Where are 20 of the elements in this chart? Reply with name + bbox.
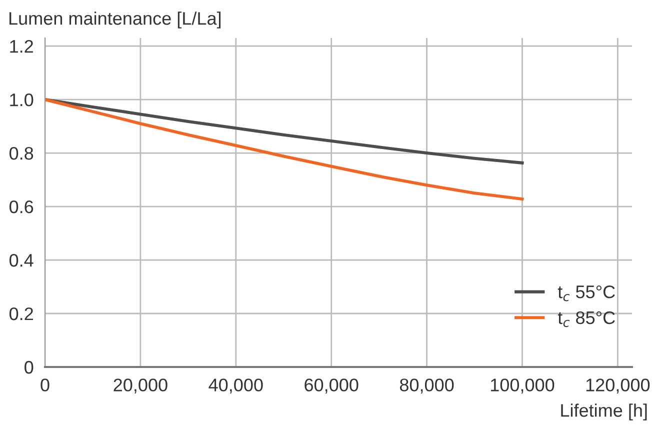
- x-tick-label: 20,000: [114, 378, 168, 394]
- y-tick-label: 1.2: [10, 40, 33, 53]
- y-tick-label: 0.2: [9, 307, 33, 320]
- y-tick-label: 0.8: [9, 146, 34, 160]
- x-tick-label: 60,000: [304, 378, 358, 394]
- x-tick-label: 0: [40, 378, 50, 392]
- y-axis-title: Lumen maintenance [L/La]: [9, 12, 221, 28]
- x-tick-label: 100,000: [490, 378, 554, 394]
- y-tick-label: 1.0: [10, 93, 34, 106]
- x-tick-label: 40,000: [208, 378, 263, 394]
- x-tick-label: 120,000: [586, 378, 650, 394]
- y-tick-label: 0: [24, 360, 34, 374]
- line-series: [45, 98, 524, 164]
- y-tick-label: 0.6: [9, 200, 34, 214]
- legend-label: t$_{c}$ 85°C: [558, 311, 615, 328]
- y-tick-label: 0.4: [9, 254, 34, 267]
- line-series: [45, 98, 524, 201]
- legend-label: t$_{c}$ 55°C: [558, 285, 615, 302]
- x-tick-label: 80,000: [400, 378, 454, 394]
- x-axis-title: Lifetime [h]: [561, 404, 647, 420]
